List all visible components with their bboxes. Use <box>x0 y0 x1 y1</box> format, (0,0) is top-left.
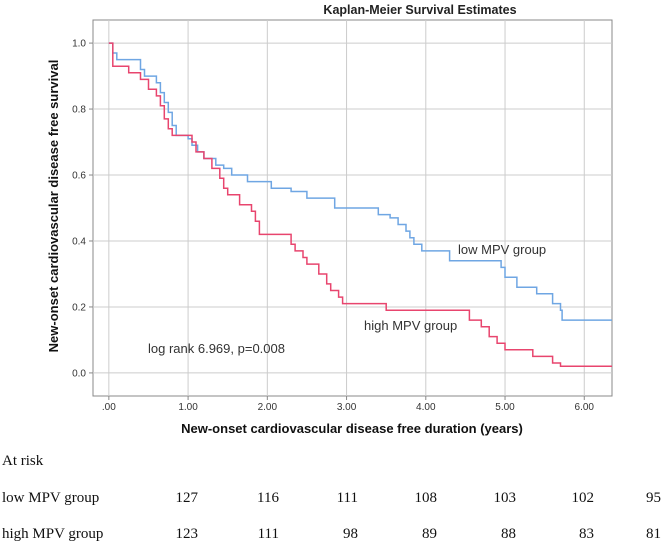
grid-lines <box>93 20 612 396</box>
risk-value: 127 <box>175 490 199 506</box>
x-axis-ticks: .00 1.00 2.00 3.00 4.00 5.00 6.00 <box>102 396 595 413</box>
y-tick-label: 1.0 <box>72 39 86 50</box>
x-tick-label: 4.00 <box>416 402 436 413</box>
x-tick-label: 3.00 <box>337 402 357 413</box>
x-tick-label: 1.00 <box>178 402 198 413</box>
risk-value: 89 <box>422 526 437 542</box>
risk-value: 83 <box>579 526 594 542</box>
risk-value: 102 <box>571 490 595 506</box>
risk-value: 108 <box>414 490 438 506</box>
y-tick-label: 0.0 <box>72 368 86 379</box>
risk-value: 111 <box>336 490 358 506</box>
x-tick-label: 5.00 <box>495 402 515 413</box>
risk-value: 81 <box>646 526 661 542</box>
high-mpv-group-curve <box>108 42 612 368</box>
high-mpv-curve-label: high MPV group <box>364 318 457 333</box>
x-tick-label: .00 <box>102 402 116 413</box>
km-survival-chart: Kaplan-Meier Survival Estimates .00 1.00 2… <box>46 3 613 436</box>
risk-row-label: high MPV group <box>2 526 104 542</box>
risk-row-label: low MPV group <box>2 490 100 506</box>
y-tick-label: 0.6 <box>72 171 86 182</box>
risk-value: 95 <box>646 490 661 506</box>
survival-curves <box>108 42 612 368</box>
at-risk-title: At risk <box>2 453 44 469</box>
risk-value: 123 <box>175 526 199 542</box>
y-axis-title: New-onset cardiovascular disease free su… <box>46 60 61 353</box>
risk-value: 98 <box>343 526 358 542</box>
y-tick-label: 0.4 <box>72 236 86 247</box>
risk-value: 103 <box>493 490 517 506</box>
risk-value: 111 <box>257 526 279 542</box>
x-tick-label: 6.00 <box>575 402 595 413</box>
y-tick-label: 0.8 <box>72 105 86 116</box>
y-tick-label: 0.2 <box>72 302 86 313</box>
chart-title: Kaplan-Meier Survival Estimates <box>323 3 516 17</box>
risk-value: 88 <box>501 526 516 542</box>
low-mpv-curve-label: low MPV group <box>458 242 546 257</box>
x-axis-title: New-onset cardiovascular disease free du… <box>181 421 523 436</box>
risk-value: 116 <box>257 490 279 506</box>
y-axis-ticks: 0.0 0.2 0.4 0.6 0.8 1.0 <box>72 39 93 379</box>
low-mpv-group-curve <box>108 42 612 321</box>
logrank-annotation: log rank 6.969, p=0.008 <box>148 341 285 356</box>
x-tick-label: 2.00 <box>258 402 278 413</box>
